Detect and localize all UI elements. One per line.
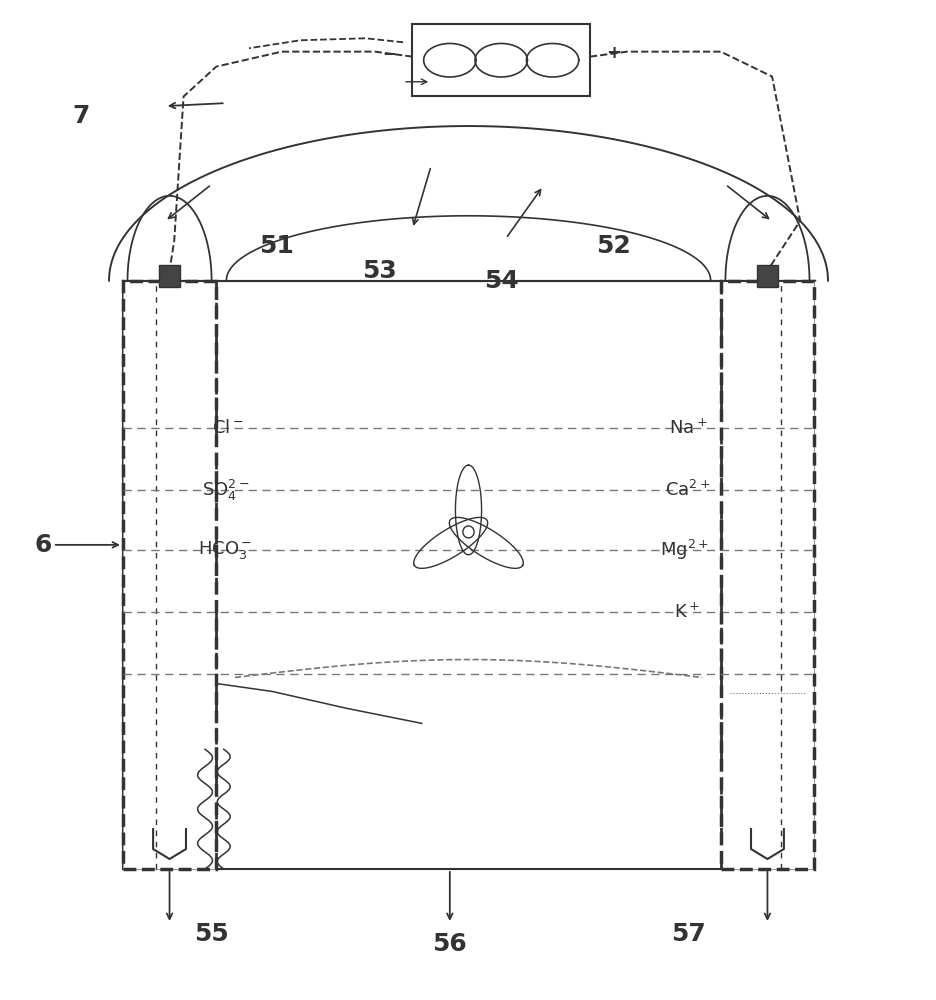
Text: 57: 57 bbox=[670, 922, 705, 946]
Text: 53: 53 bbox=[362, 259, 397, 283]
Bar bbox=[412, 24, 590, 96]
Bar bbox=[720, 281, 813, 869]
Text: Cl$^-$: Cl$^-$ bbox=[212, 419, 242, 437]
Text: 51: 51 bbox=[259, 234, 294, 258]
Text: K$^+$: K$^+$ bbox=[673, 602, 699, 621]
Text: Na$^+$: Na$^+$ bbox=[668, 419, 707, 438]
Text: 52: 52 bbox=[595, 234, 630, 258]
Text: 54: 54 bbox=[483, 269, 518, 293]
Bar bbox=[756, 265, 777, 287]
Text: 7: 7 bbox=[72, 104, 90, 128]
Bar bbox=[123, 281, 813, 869]
Text: HCO$_3^-$: HCO$_3^-$ bbox=[197, 539, 252, 561]
Text: 55: 55 bbox=[194, 922, 228, 946]
Text: −: − bbox=[382, 44, 396, 62]
Text: SO$_4^{2-}$: SO$_4^{2-}$ bbox=[202, 477, 250, 503]
Bar bbox=[159, 265, 180, 287]
Text: Ca$^{2+}$: Ca$^{2+}$ bbox=[664, 480, 709, 500]
Text: Mg$^{2+}$: Mg$^{2+}$ bbox=[659, 538, 709, 562]
Text: 56: 56 bbox=[432, 932, 467, 956]
Text: 6: 6 bbox=[35, 533, 52, 557]
Text: +: + bbox=[606, 44, 621, 62]
Bar bbox=[123, 281, 216, 869]
